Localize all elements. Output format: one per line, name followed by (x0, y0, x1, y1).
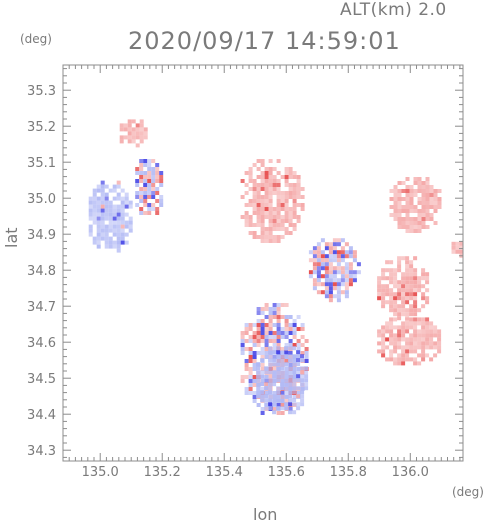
x-tick-label: 135.2 (144, 465, 181, 480)
echo-region (377, 317, 442, 366)
echo-region (389, 177, 442, 233)
x-axis-label: lon (253, 505, 278, 524)
x-tick-label: 135.0 (82, 465, 119, 480)
y-tick-label: 35.3 (27, 84, 56, 99)
y-tick-label: 34.8 (27, 264, 56, 279)
y-tick-label: 34.9 (27, 228, 56, 243)
x-tick-label: 136.0 (392, 465, 429, 480)
y-tick-label: 34.6 (27, 336, 56, 351)
x-axis-unit: (deg) (452, 485, 484, 499)
echo-region (88, 180, 133, 253)
y-tick-label: 34.4 (27, 408, 56, 423)
y-axis-unit: (deg) (20, 32, 52, 46)
y-tick-label: 35.2 (27, 120, 56, 135)
altitude-label: ALT(km) 2.0 (340, 0, 447, 20)
y-tick-label: 34.5 (27, 372, 56, 387)
y-tick-label: 35.0 (27, 192, 56, 207)
echo-region (135, 159, 164, 215)
echo-region (240, 159, 305, 243)
tick-labels: 135.0 135.2 135.4 135.6 135.8 136.0 34.3 34.4 34… (27, 84, 429, 480)
y-tick-label: 34.7 (27, 300, 56, 315)
x-tick-label: 135.8 (330, 465, 367, 480)
echo-region (377, 256, 430, 321)
x-tick-label: 135.6 (268, 465, 305, 480)
echo-field (88, 119, 464, 415)
echo-region (256, 346, 309, 415)
y-tick-label: 35.1 (27, 156, 56, 171)
y-tick-label: 34.3 (27, 444, 56, 459)
echo-region (308, 238, 361, 303)
x-tick-label: 135.4 (206, 465, 243, 480)
datetime-title: 2020/09/17 14:59:01 (128, 27, 401, 55)
echo-region (119, 119, 148, 148)
axis-ticks (63, 65, 463, 461)
